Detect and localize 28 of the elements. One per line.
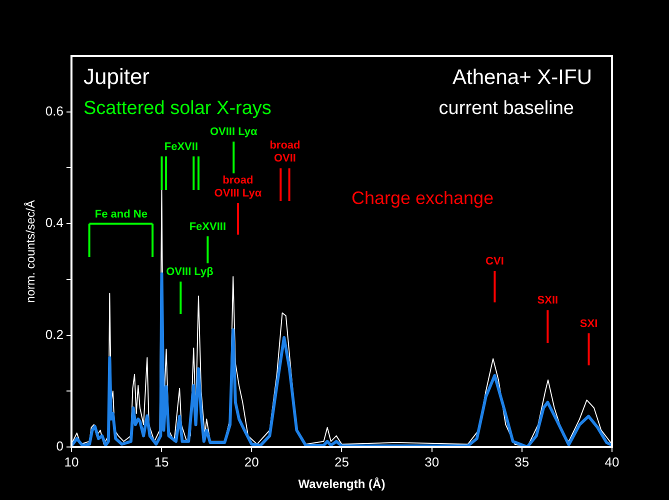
annotation: OVIII Lyα (210, 126, 258, 138)
y-tick-label: 0.6 (45, 103, 64, 118)
annotation: Charge exchange (351, 188, 494, 208)
annotation: Jupiter (83, 64, 150, 89)
y-tick-label: 0.2 (45, 326, 64, 342)
x-tick-label: 30 (424, 454, 440, 470)
x-tick-label: 20 (244, 454, 259, 470)
annotation: Fe and Ne (94, 208, 148, 220)
y-tick-label: 0.4 (45, 215, 64, 230)
annotation: Athena+ X-IFU (452, 66, 592, 89)
x-tick-label: 10 (64, 454, 79, 470)
annotation: broad OVIII Lyα (214, 174, 262, 200)
y-axis-title: norm. counts/sec/Å (24, 200, 38, 303)
x-tick-label: 25 (334, 454, 349, 470)
y-tick-label: 0 (56, 438, 64, 454)
annotation: CVI (486, 256, 504, 268)
x-tick-label: 40 (604, 454, 620, 470)
annotation: current baseline (438, 98, 574, 119)
annotation: Scattered solar X-rays (83, 98, 272, 119)
x-axis-title: Wavelength (Å) (298, 477, 386, 492)
annotation: broad OVII (270, 140, 300, 165)
annotation: FeXVIII (189, 220, 226, 233)
x-tick-label: 15 (154, 454, 169, 470)
annotation: SXI (580, 318, 598, 330)
annotation: FeXVII (164, 140, 198, 153)
annotation: SXII (537, 294, 558, 307)
x-tick-label: 35 (514, 454, 530, 470)
annotation: OVIII Lyβ (166, 266, 214, 278)
